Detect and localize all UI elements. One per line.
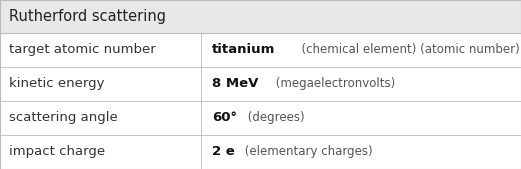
Bar [0,67,521,101]
Text: scattering angle: scattering angle [9,112,118,125]
Bar [0,0,521,33]
Text: (elementary charges): (elementary charges) [241,146,373,159]
Text: titanium: titanium [212,43,276,56]
Text: (chemical element) (atomic number):: (chemical element) (atomic number): [294,43,521,56]
Text: impact charge: impact charge [9,146,106,159]
Text: kinetic energy: kinetic energy [9,77,105,90]
Bar [0,135,521,169]
Text: 60°: 60° [212,112,237,125]
Text: target atomic number: target atomic number [9,43,156,56]
Text: 8 MeV: 8 MeV [212,77,258,90]
Text: (degrees): (degrees) [244,112,305,125]
Bar [0,101,521,135]
Text: 2 e: 2 e [212,146,235,159]
Bar [0,33,521,67]
Text: Rutherford scattering: Rutherford scattering [9,9,166,24]
Text: (megaelectronvolts): (megaelectronvolts) [272,77,395,90]
